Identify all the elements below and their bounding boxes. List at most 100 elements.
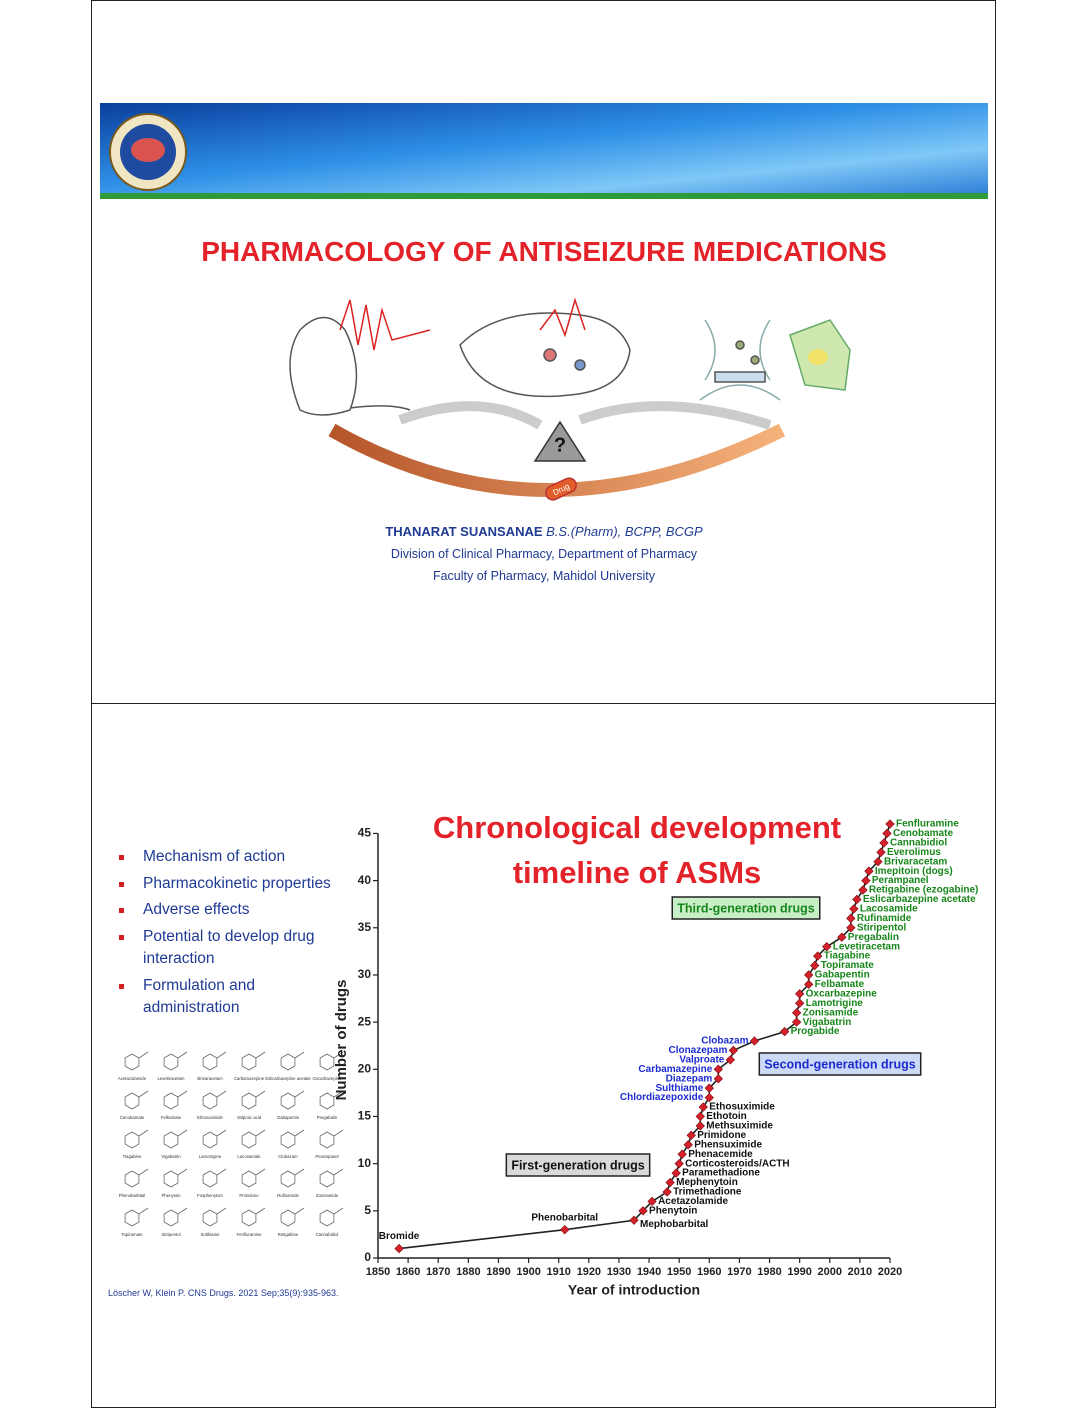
data-point — [713, 1064, 723, 1074]
structure-bond — [255, 1207, 266, 1215]
data-point — [677, 1149, 687, 1159]
data-point — [698, 1102, 708, 1112]
point-label: Zonisamide — [803, 1007, 859, 1018]
data-point — [725, 1055, 736, 1065]
structure-label: Valproic acid — [237, 1115, 262, 1120]
x-tick-label: 1920 — [577, 1266, 601, 1278]
data-point — [804, 970, 814, 980]
point-label: Phenacemide — [688, 1149, 753, 1160]
data-point — [647, 1196, 657, 1207]
data-point — [683, 1140, 693, 1150]
point-label: Everolimus — [887, 847, 941, 858]
y-tick-label: 0 — [364, 1250, 371, 1264]
x-axis-label: Year of introduction — [568, 1282, 700, 1298]
structure-ring — [202, 1092, 218, 1110]
structure-bond — [216, 1051, 227, 1059]
x-tick-label: 1990 — [787, 1266, 811, 1278]
data-point — [852, 894, 862, 905]
structure-bond — [177, 1090, 188, 1098]
point-label: Clobazam — [701, 1036, 748, 1047]
point-label: Phenytoin — [649, 1205, 697, 1216]
point-label: Sulthiame — [655, 1083, 703, 1094]
x-tick-label: 1910 — [546, 1266, 570, 1278]
data-point — [704, 1092, 714, 1103]
structure-label: Gabapentin — [277, 1115, 300, 1120]
point-label: Fenfluramine — [896, 819, 959, 830]
structure-ring — [280, 1209, 296, 1227]
data-point — [629, 1215, 639, 1225]
data-point — [810, 960, 820, 971]
data-point — [794, 989, 805, 999]
data-point — [394, 1243, 404, 1254]
structure-label: Stiripentol — [161, 1232, 180, 1237]
point-label: Felbamate — [815, 979, 865, 990]
y-tick-label: 10 — [358, 1156, 372, 1170]
point-label: Perampanel — [872, 875, 929, 886]
point-label: Primidone — [697, 1130, 746, 1141]
banner — [100, 103, 988, 199]
structure-ring — [280, 1170, 296, 1188]
structure-ring — [241, 1131, 257, 1149]
x-tick-label: 1890 — [486, 1266, 510, 1278]
x-tick-label: 1870 — [426, 1266, 450, 1278]
y-tick-label: 35 — [358, 920, 372, 934]
y-tick-label: 45 — [358, 826, 372, 840]
bullet-item: Adverse effects — [118, 899, 353, 922]
structure-ring — [163, 1170, 179, 1188]
structure-ring — [124, 1209, 140, 1227]
structure-bond — [333, 1090, 344, 1098]
point-label: Phenobarbital — [531, 1212, 598, 1223]
generation-box — [505, 1153, 651, 1177]
structure-bond — [333, 1129, 344, 1137]
point-label: Bromide — [379, 1231, 420, 1242]
structure-bond — [333, 1207, 344, 1215]
structure-ring — [163, 1053, 179, 1071]
point-label: Gabapentin — [815, 970, 870, 981]
bullet-item: Mechanism of action — [118, 846, 353, 869]
y-tick-label: 30 — [358, 967, 372, 981]
point-label: Valproate — [679, 1055, 724, 1066]
structure-label: Ethosuximide — [197, 1115, 223, 1120]
structure-ring — [241, 1053, 257, 1071]
structure-label: Perampanel — [315, 1154, 338, 1159]
structure-grid: Acetazolamide Levetiracetam Brivaracetam Ca… — [118, 1051, 344, 1237]
point-label: Rufinamide — [857, 913, 912, 924]
structure-ring — [241, 1209, 257, 1227]
structure-label: Felbamate — [161, 1115, 182, 1120]
point-label: Acetazolamide — [658, 1196, 728, 1207]
data-point — [713, 1074, 723, 1084]
point-label: Chlordiazepoxide — [620, 1092, 704, 1103]
structure-ring — [202, 1209, 218, 1227]
affiliation: Division of Clinical Pharmacy, Departmen… — [390, 547, 698, 561]
data-point — [671, 1168, 681, 1178]
structure-bond — [294, 1090, 305, 1098]
structure-ring — [319, 1209, 335, 1227]
structure-bond — [255, 1051, 266, 1059]
structure-label: Phenytoin — [161, 1193, 181, 1198]
bullet-item: Formulation and administration — [118, 975, 353, 1020]
data-point — [791, 1008, 802, 1018]
structure-bond — [333, 1051, 344, 1059]
structure-bond — [138, 1207, 149, 1215]
point-label: Phensuximide — [694, 1139, 762, 1150]
data-point — [873, 857, 883, 867]
point-label: Levetiracetam — [833, 941, 900, 952]
point-label: Topiramate — [821, 960, 875, 971]
structure-ring — [241, 1170, 257, 1188]
x-tick-label: 1980 — [757, 1266, 781, 1278]
structure-label: Zonisamide — [316, 1193, 339, 1198]
structure-label: Lamotrigine — [199, 1154, 222, 1159]
point-label: Mephenytoin — [676, 1177, 738, 1188]
y-tick-label: 5 — [364, 1203, 371, 1217]
structure-label: Clobazam — [278, 1154, 298, 1159]
data-point — [728, 1045, 739, 1056]
x-tick-label: 1900 — [516, 1266, 540, 1278]
y-tick-label: 15 — [358, 1109, 372, 1123]
generation-label: Second-generation drugs — [764, 1057, 915, 1071]
chart-title: Chronological development — [433, 810, 841, 845]
y-tick-label: 20 — [358, 1061, 372, 1075]
x-tick-label: 1850 — [366, 1266, 390, 1278]
point-label: Lamotrigine — [806, 998, 864, 1009]
bullet-list: Mechanism of action Pharmacokinetic prope… — [118, 846, 353, 1024]
structure-ring — [241, 1092, 257, 1110]
